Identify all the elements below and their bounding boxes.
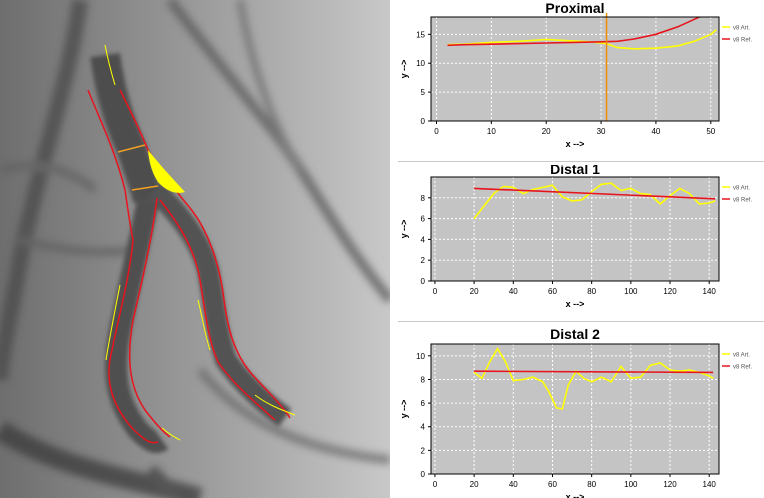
plot-frame (430, 343, 720, 475)
y-tick-label: 10 (416, 352, 425, 361)
y-tick-label: 8 (421, 194, 426, 203)
legend-label: v8 Ref. (733, 38, 752, 44)
panel-separator (398, 161, 764, 162)
plot-area (431, 344, 719, 474)
y-tick-label: 2 (421, 446, 426, 455)
y-axis-label: y --> (399, 60, 409, 79)
x-tick-label: 80 (587, 480, 596, 489)
x-tick-label: 100 (624, 287, 638, 296)
y-axis-label: y --> (399, 400, 409, 419)
x-tick-label: 60 (548, 287, 557, 296)
y-tick-label: 0 (421, 277, 426, 286)
x-tick-label: 40 (651, 127, 660, 136)
chart-title: Distal 2 (550, 326, 600, 342)
y-tick-label: 8 (421, 375, 426, 384)
x-tick-label: 40 (509, 480, 518, 489)
y-axis-label: y --> (399, 220, 409, 239)
y-tick-label: 0 (421, 117, 426, 126)
x-axis-label: x --> (566, 139, 585, 149)
x-tick-label: 0 (433, 287, 438, 296)
reference-contours (104, 44, 296, 441)
x-axis-label: x --> (566, 492, 585, 498)
x-tick-label: 140 (703, 480, 717, 489)
x-tick-label: 20 (470, 287, 479, 296)
x-tick-label: 30 (597, 127, 606, 136)
series-line (474, 370, 714, 374)
x-tick-label: 20 (470, 480, 479, 489)
y-tick-label: 5 (421, 88, 426, 97)
plot-frame (430, 176, 720, 282)
chart-title: Distal 1 (550, 165, 600, 177)
x-tick-label: 10 (487, 127, 496, 136)
y-tick-label: 4 (421, 423, 426, 432)
x-tick-label: 120 (663, 480, 677, 489)
x-tick-label: 0 (434, 127, 439, 136)
y-tick-label: 6 (421, 215, 426, 224)
x-tick-label: 100 (624, 480, 638, 489)
series-line (447, 17, 702, 47)
bifurcation-highlight (148, 150, 185, 193)
x-tick-label: 40 (509, 287, 518, 296)
panel-separator (398, 321, 764, 322)
series-line (473, 182, 716, 220)
y-tick-label: 2 (421, 256, 426, 265)
plot-area (431, 17, 719, 121)
plot-frame (430, 16, 720, 122)
y-tick-label: 4 (421, 235, 426, 244)
x-tick-label: 20 (542, 127, 551, 136)
x-tick-label: 80 (587, 287, 596, 296)
main-vessel (90, 52, 292, 453)
legend-label: v8 Art. (733, 186, 750, 192)
angiogram-image (0, 0, 390, 498)
chart-proximal: 0 10 20 30 40 50 0 5 10 15 Proximal x --> y --> v8 Ar… (399, 0, 752, 149)
y-tick-label: 10 (416, 59, 425, 68)
legend-label: v8 Ref. (733, 365, 752, 371)
x-tick-label: 50 (706, 127, 715, 136)
segment-markers (117, 144, 159, 191)
chart-distal-1: 0 20 40 60 80 100 120 140 0 2 4 6 8 Distal 1 x --> y --… (399, 165, 752, 309)
x-axis-label: x --> (566, 299, 585, 309)
series-line (473, 347, 714, 410)
x-tick-label: 120 (663, 287, 677, 296)
chart-title: Proximal (545, 0, 604, 16)
chart-distal-2: 0 20 40 60 80 100 120 140 0 2 4 6 8 10 Distal 2 x --> y … (399, 326, 752, 498)
x-tick-label: 0 (433, 480, 438, 489)
x-tick-label: 140 (703, 287, 717, 296)
legend-label: v8 Art. (733, 26, 750, 32)
x-tick-label: 60 (548, 480, 557, 489)
y-tick-label: 6 (421, 399, 426, 408)
series-line (474, 187, 716, 200)
background-vessels (0, 0, 390, 498)
legend-label: v8 Art. (733, 353, 750, 359)
y-tick-label: 15 (416, 30, 425, 39)
y-tick-label: 0 (421, 470, 426, 479)
legend-label: v8 Ref. (733, 198, 752, 204)
